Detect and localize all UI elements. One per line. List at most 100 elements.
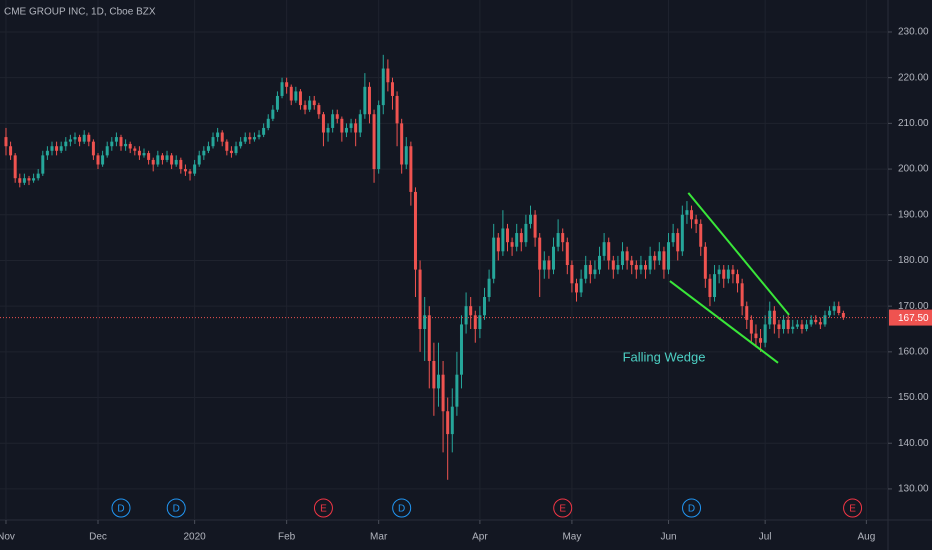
candle-body — [344, 127, 348, 133]
candle-body — [441, 374, 445, 412]
candle-body — [841, 313, 845, 318]
candle-body — [216, 132, 220, 138]
candle-body — [482, 297, 486, 316]
candle-body — [197, 155, 201, 165]
candle-body — [515, 233, 519, 247]
candle-body — [423, 315, 427, 329]
event-label: D — [398, 504, 405, 515]
candle-body — [584, 265, 588, 279]
candle-body — [142, 153, 146, 156]
candle-body — [317, 105, 321, 115]
candle-body — [667, 242, 671, 270]
candle-body — [611, 260, 615, 270]
candle-body — [464, 306, 468, 325]
candle-body — [321, 114, 325, 133]
event-label: D — [117, 504, 124, 515]
candle-body — [340, 118, 344, 133]
candle-body — [78, 137, 82, 142]
last-price-label: 167.50 — [898, 313, 929, 324]
candle-body — [588, 265, 592, 275]
candle-body — [473, 315, 477, 329]
event-label: E — [559, 504, 566, 515]
candle-body — [298, 91, 302, 106]
candle-body — [533, 214, 537, 238]
candle-body — [188, 171, 192, 174]
candle-body — [170, 155, 174, 165]
candle-body — [754, 333, 758, 339]
candle-body — [252, 137, 256, 140]
candle-body — [749, 319, 753, 334]
candle-body — [13, 155, 17, 179]
candle-body — [165, 155, 169, 160]
candle-body — [436, 374, 440, 389]
candle-body — [326, 127, 330, 133]
candle-body — [280, 82, 284, 96]
candle-body — [492, 237, 496, 279]
candle-body — [427, 315, 431, 361]
candle-body — [763, 324, 767, 343]
candle-body — [358, 114, 362, 133]
candle-body — [565, 242, 569, 266]
candle-body — [676, 233, 680, 252]
candle-body — [450, 406, 454, 435]
candle-body — [598, 255, 602, 270]
trendline — [687, 192, 790, 316]
candle-body — [386, 68, 390, 83]
candle-body — [800, 324, 804, 329]
candle-body — [289, 86, 293, 101]
x-tick-label: Apr — [472, 532, 488, 543]
candle-body — [275, 95, 279, 110]
event-label: E — [849, 504, 856, 515]
candle-body — [653, 255, 657, 261]
event-label: D — [688, 504, 695, 515]
candle-body — [501, 228, 505, 252]
y-tick-label: 190.00 — [898, 209, 929, 220]
candle-body — [377, 105, 381, 170]
candle-body — [211, 137, 215, 147]
candle-body — [487, 278, 491, 298]
event-marker — [843, 498, 863, 518]
candle-body — [478, 315, 482, 329]
candle-body — [82, 134, 86, 142]
candle-body — [823, 315, 827, 325]
candle-body — [777, 324, 781, 329]
candle-body — [459, 324, 463, 375]
event-marker — [111, 498, 131, 518]
candle-body — [552, 246, 556, 270]
candle-body — [156, 155, 160, 165]
candle-body — [124, 143, 128, 147]
candle-body — [45, 150, 49, 156]
x-tick-label: May — [562, 532, 581, 543]
candle-body — [726, 269, 730, 279]
candle-body — [239, 141, 243, 147]
candle-body — [179, 159, 183, 170]
candle-body — [243, 137, 247, 142]
candle-body — [331, 114, 335, 128]
candle-body — [294, 91, 298, 101]
candle-body — [694, 219, 698, 224]
candle-body — [782, 319, 786, 329]
candle-body — [814, 319, 818, 323]
chart-title: CME GROUP INC, 1D, Cboe BZX — [4, 7, 156, 18]
candle-body — [133, 148, 137, 151]
candle-body — [266, 118, 270, 128]
candle-body — [680, 214, 684, 252]
candle-body — [837, 306, 841, 314]
candle-body — [257, 134, 261, 138]
candle-body — [662, 251, 666, 270]
y-tick-label: 140.00 — [898, 438, 929, 449]
candle-body — [160, 155, 164, 160]
event-marker — [392, 498, 412, 518]
candle-body — [147, 153, 151, 160]
candle-body — [262, 127, 266, 135]
candle-body — [547, 260, 551, 270]
candle-body — [271, 109, 275, 119]
candle-body — [607, 242, 611, 261]
candle-body — [27, 178, 31, 181]
x-tick-label: Aug — [857, 532, 875, 543]
candle-body — [105, 146, 109, 156]
candle-body — [390, 82, 394, 96]
y-tick-label: 130.00 — [898, 484, 929, 495]
event-marker — [682, 498, 702, 518]
event-label: E — [320, 504, 327, 515]
